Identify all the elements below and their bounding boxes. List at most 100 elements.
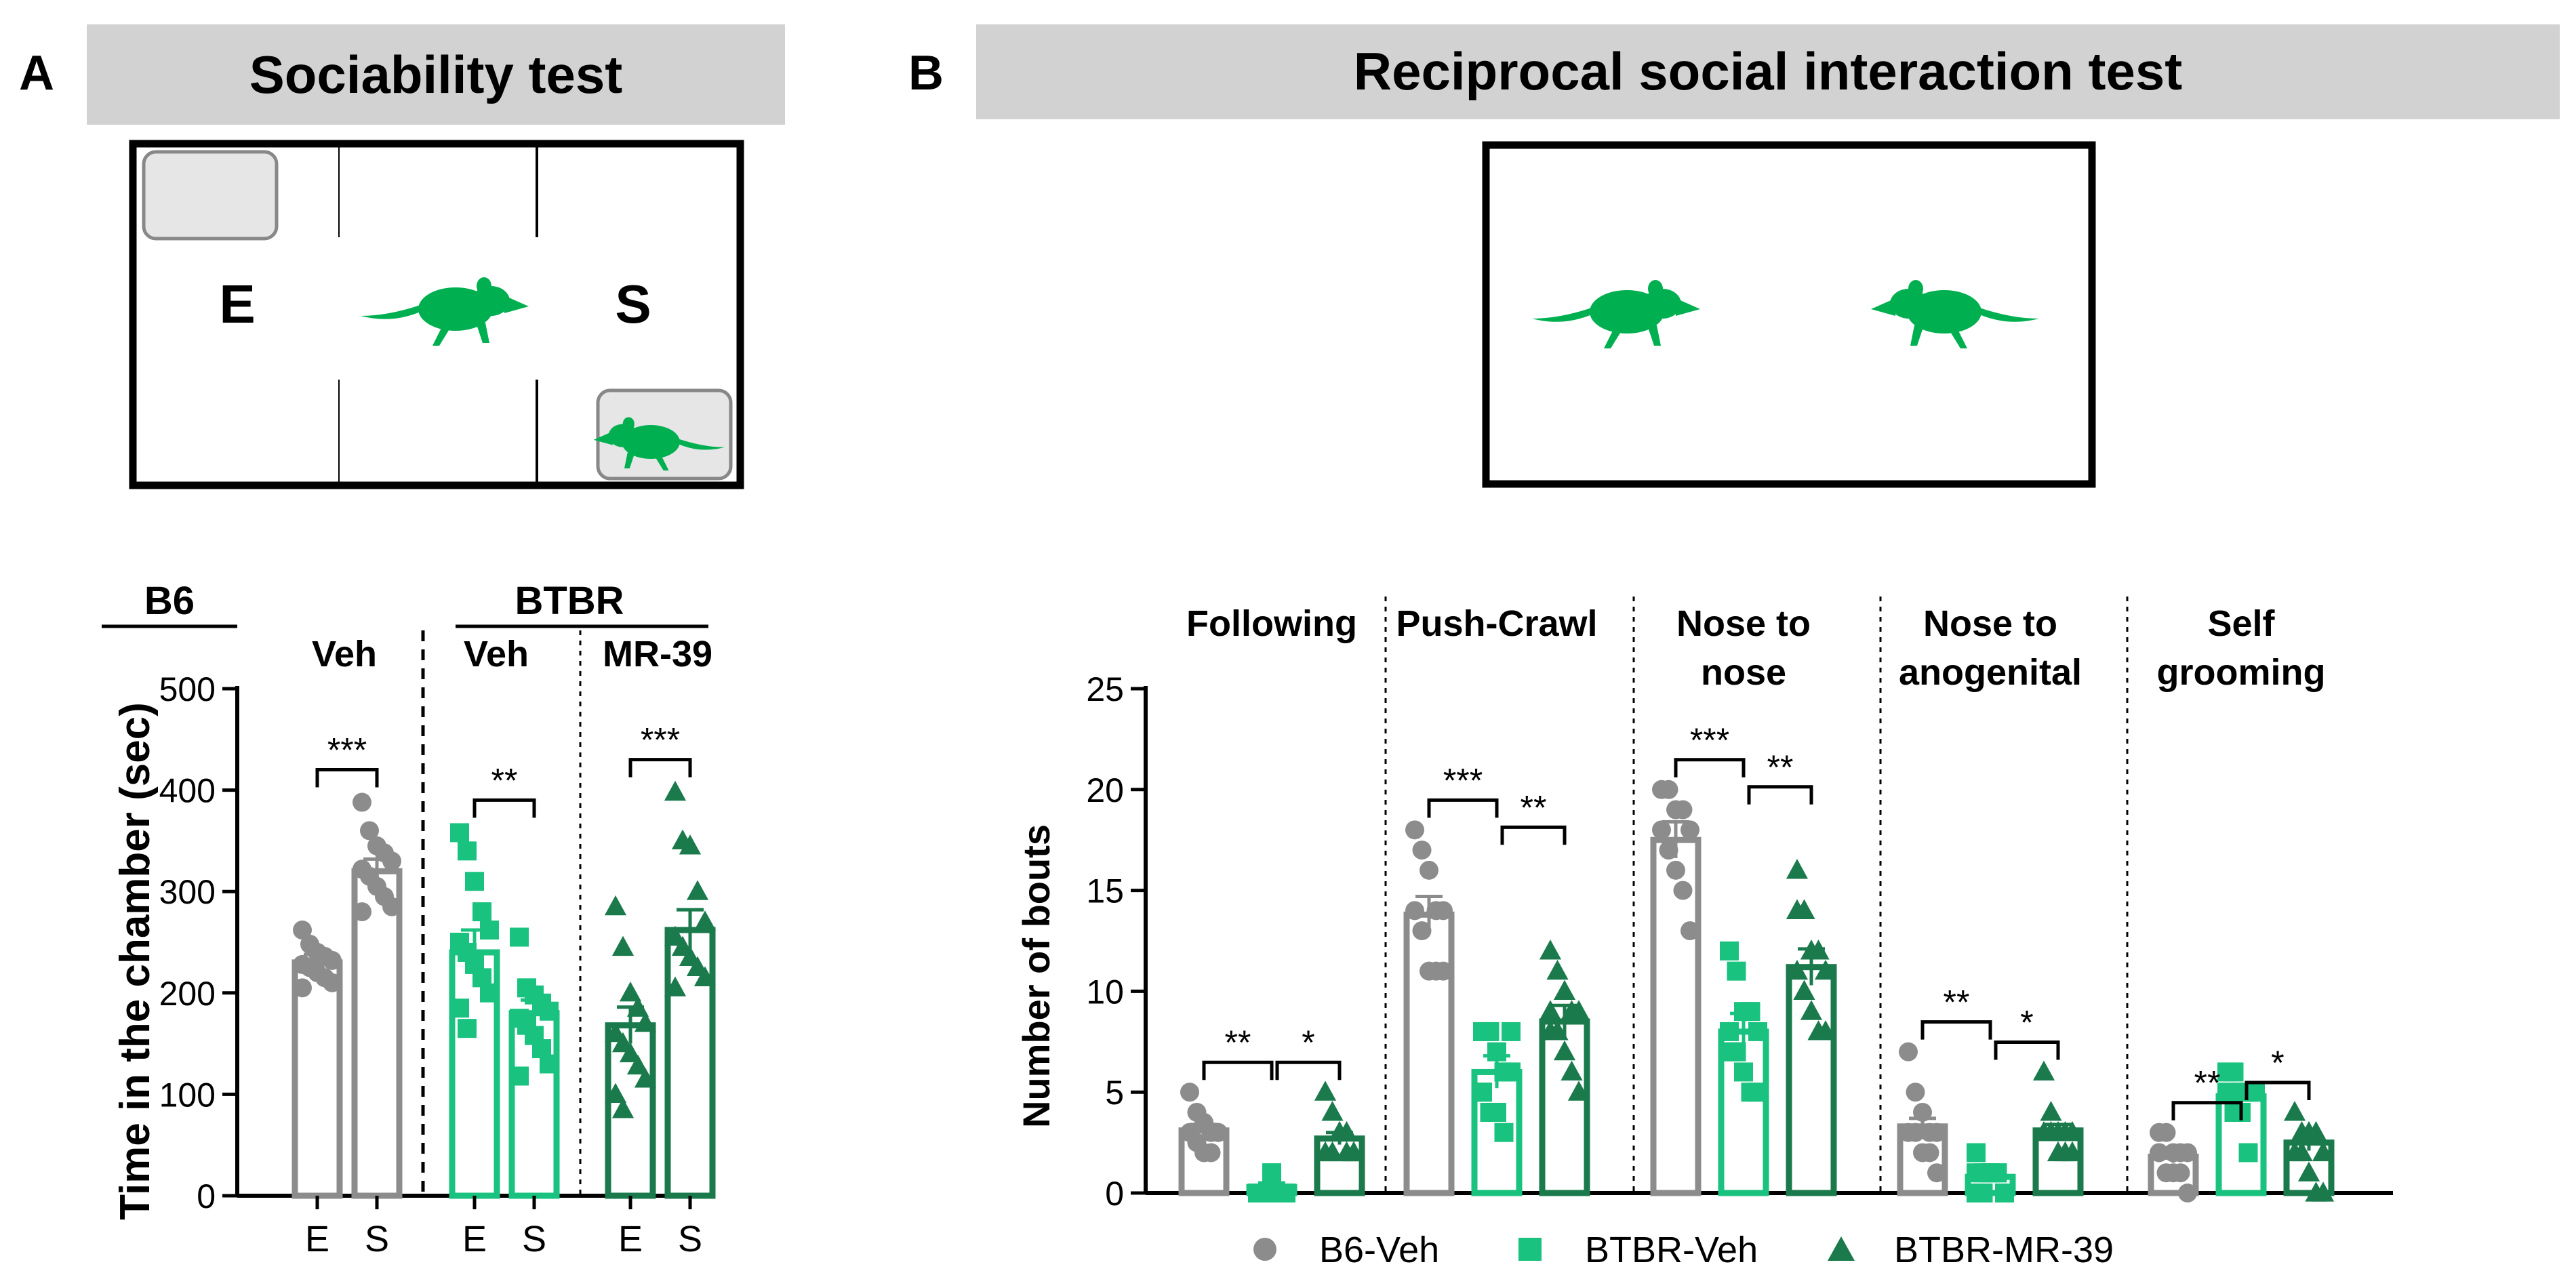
legend-marker-b6-veh (1253, 1238, 1276, 1261)
data-point (360, 821, 379, 841)
data-point (1546, 959, 1569, 980)
significance-a: ** (2171, 1064, 2243, 1120)
data-point (1967, 1163, 1986, 1183)
significance-label: * (2271, 1044, 2284, 1082)
significance-label: *** (641, 721, 680, 759)
data-point (2312, 1181, 2335, 1202)
data-point (2178, 1184, 2197, 1203)
category-1: Push-Crawl***** (1396, 603, 1598, 1196)
data-point (1793, 979, 1815, 1000)
category-label: Following (1186, 603, 1357, 644)
y-tick-label: 25 (1086, 670, 1124, 708)
significance-bracket (1674, 758, 1746, 777)
data-point (1434, 961, 1453, 981)
data-point (2150, 1143, 2169, 1163)
significance-b: * (1994, 1003, 2060, 1060)
significance-1: ** (472, 761, 536, 818)
y-tick-label: 20 (1086, 771, 1124, 809)
data-point (1487, 1102, 1506, 1122)
data-point (1405, 901, 1424, 921)
significance-bracket (1500, 825, 1567, 845)
bar-e (291, 959, 343, 1199)
x-tick-label: E (462, 1219, 487, 1259)
panel-b-letter: B (908, 46, 944, 100)
significance-label: ** (1521, 788, 1547, 826)
category-0: Following ** * (1178, 603, 1365, 1203)
data-point (1553, 979, 1576, 1000)
data-point (2217, 1083, 2236, 1102)
y-tick-label: 0 (197, 1177, 216, 1215)
data-point (679, 834, 702, 855)
data-point (604, 1083, 627, 1103)
data-point (2291, 1141, 2313, 1162)
data-point (353, 792, 371, 812)
x-tick-label: S (522, 1219, 546, 1259)
data-point (1473, 1083, 1492, 1102)
data-point (1681, 820, 1699, 840)
significance-label: *** (1690, 721, 1729, 759)
data-point (1720, 941, 1739, 961)
data-point (293, 978, 312, 998)
data-point (1248, 1184, 1267, 1203)
data-point (693, 910, 717, 931)
data-point (382, 897, 401, 916)
data-point (1276, 1184, 1295, 1203)
significance-label: ** (1767, 748, 1794, 786)
significance-label: * (2020, 1003, 2033, 1041)
category-label: Nose to (1676, 603, 1811, 644)
significance-bracket (472, 798, 536, 818)
data-point (1906, 1123, 1925, 1142)
data-point (1328, 1120, 1351, 1141)
data-point (480, 983, 499, 1003)
data-point (1420, 860, 1438, 880)
significance-bracket (2245, 1080, 2311, 1100)
panel-b-header (976, 24, 2560, 119)
data-point (2032, 1060, 2055, 1081)
data-point (472, 902, 491, 922)
x-tick-label: E (618, 1219, 643, 1259)
significance-bracket (2171, 1101, 2243, 1120)
data-point (619, 1042, 642, 1063)
significance-a: ** (1920, 984, 1992, 1040)
data-point (1748, 1083, 1767, 1102)
data-point (1539, 1000, 1562, 1020)
data-point (664, 976, 687, 996)
group-btbr-mr-39: E S *** (604, 721, 717, 1259)
group-b6-veh: E S *** (291, 731, 403, 1259)
data-point (1412, 841, 1432, 860)
data-point (1209, 1123, 1228, 1142)
data-point (2297, 1161, 2320, 1181)
significance-2: *** (628, 721, 692, 777)
x-tick-label: S (678, 1219, 702, 1259)
data-point (1906, 1083, 1925, 1102)
y-tick-label: 0 (1105, 1175, 1124, 1213)
data-point (1342, 1141, 1365, 1162)
significance-a: ** (1202, 1024, 1274, 1080)
category-label: anogenital (1899, 652, 2082, 693)
data-point (1480, 1022, 1500, 1041)
significance-0: *** (315, 731, 379, 788)
significance-label: ** (2194, 1064, 2221, 1102)
data-point (1652, 820, 1671, 840)
interaction-arena-diagram (1482, 141, 2096, 488)
data-point (480, 921, 499, 940)
data-point (1814, 959, 1837, 980)
significance-bracket (1920, 1020, 1992, 1040)
data-point (1748, 1022, 1767, 1041)
significance-a: *** (1674, 721, 1746, 777)
data-point (1734, 1062, 1753, 1082)
data-point (2040, 1101, 2062, 1121)
data-point (1673, 800, 1693, 820)
data-point (1502, 1022, 1521, 1041)
data-point (1262, 1163, 1281, 1183)
category-label: Nose to (1923, 603, 2057, 644)
significance-b: * (1275, 1024, 1342, 1080)
y-tick-label: 300 (159, 873, 216, 911)
data-point (2283, 1101, 2306, 1121)
data-point (1494, 1123, 1514, 1142)
chamber-label-empty: E (219, 274, 255, 334)
significance-bracket (1747, 785, 1813, 805)
data-point (2061, 1141, 2084, 1162)
group-btbr-veh: E S ** (449, 761, 560, 1259)
